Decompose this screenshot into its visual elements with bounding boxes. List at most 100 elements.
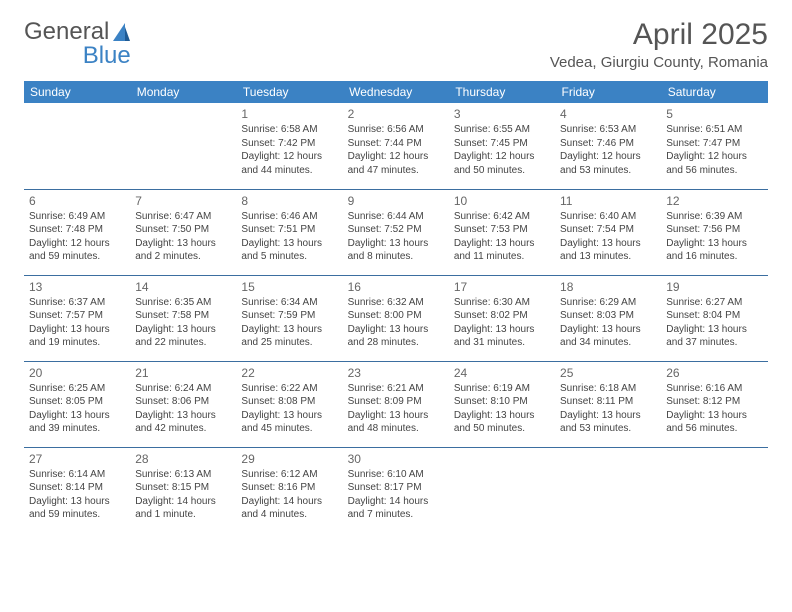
weekday-header: Friday xyxy=(555,81,661,103)
daylight-line: Daylight: 13 hours and 16 minutes. xyxy=(666,237,762,264)
sunrise-line: Sunrise: 6:34 AM xyxy=(241,296,337,310)
calendar-day-cell: 25Sunrise: 6:18 AMSunset: 8:11 PMDayligh… xyxy=(555,361,661,447)
daylight-line: Daylight: 13 hours and 28 minutes. xyxy=(348,323,444,350)
daylight-line: Daylight: 12 hours and 59 minutes. xyxy=(29,237,125,264)
day-number: 3 xyxy=(454,106,550,122)
calendar-day-cell: 14Sunrise: 6:35 AMSunset: 7:58 PMDayligh… xyxy=(130,275,236,361)
calendar-day-cell: 23Sunrise: 6:21 AMSunset: 8:09 PMDayligh… xyxy=(343,361,449,447)
day-number: 24 xyxy=(454,365,550,381)
day-number: 1 xyxy=(241,106,337,122)
sunrise-line: Sunrise: 6:25 AM xyxy=(29,382,125,396)
calendar-week-row: 6Sunrise: 6:49 AMSunset: 7:48 PMDaylight… xyxy=(24,189,768,275)
sunrise-line: Sunrise: 6:12 AM xyxy=(241,468,337,482)
calendar-day-cell: 18Sunrise: 6:29 AMSunset: 8:03 PMDayligh… xyxy=(555,275,661,361)
daylight-line: Daylight: 12 hours and 50 minutes. xyxy=(454,150,550,177)
calendar-day-cell: 12Sunrise: 6:39 AMSunset: 7:56 PMDayligh… xyxy=(661,189,767,275)
sunset-line: Sunset: 8:17 PM xyxy=(348,481,444,495)
day-number: 25 xyxy=(560,365,656,381)
calendar-day-cell xyxy=(24,103,130,189)
sunrise-line: Sunrise: 6:44 AM xyxy=(348,210,444,224)
daylight-line: Daylight: 13 hours and 59 minutes. xyxy=(29,495,125,522)
daylight-line: Daylight: 13 hours and 13 minutes. xyxy=(560,237,656,264)
weekday-header-row: Sunday Monday Tuesday Wednesday Thursday… xyxy=(24,81,768,103)
daylight-line: Daylight: 13 hours and 11 minutes. xyxy=(454,237,550,264)
daylight-line: Daylight: 12 hours and 56 minutes. xyxy=(666,150,762,177)
weekday-header: Thursday xyxy=(449,81,555,103)
sunset-line: Sunset: 7:52 PM xyxy=(348,223,444,237)
header: General April 2025 Vedea, Giurgiu County… xyxy=(24,18,768,71)
calendar-day-cell: 20Sunrise: 6:25 AMSunset: 8:05 PMDayligh… xyxy=(24,361,130,447)
day-number: 14 xyxy=(135,279,231,295)
day-number: 19 xyxy=(666,279,762,295)
daylight-line: Daylight: 13 hours and 25 minutes. xyxy=(241,323,337,350)
day-number: 23 xyxy=(348,365,444,381)
daylight-line: Daylight: 13 hours and 37 minutes. xyxy=(666,323,762,350)
day-number: 8 xyxy=(241,193,337,209)
day-number: 28 xyxy=(135,451,231,467)
sunset-line: Sunset: 7:56 PM xyxy=(666,223,762,237)
sunset-line: Sunset: 7:45 PM xyxy=(454,137,550,151)
day-number: 12 xyxy=(666,193,762,209)
daylight-line: Daylight: 14 hours and 4 minutes. xyxy=(241,495,337,522)
calendar-day-cell: 26Sunrise: 6:16 AMSunset: 8:12 PMDayligh… xyxy=(661,361,767,447)
calendar-day-cell: 13Sunrise: 6:37 AMSunset: 7:57 PMDayligh… xyxy=(24,275,130,361)
daylight-line: Daylight: 13 hours and 56 minutes. xyxy=(666,409,762,436)
calendar-day-cell: 28Sunrise: 6:13 AMSunset: 8:15 PMDayligh… xyxy=(130,447,236,533)
sunrise-line: Sunrise: 6:14 AM xyxy=(29,468,125,482)
sunrise-line: Sunrise: 6:53 AM xyxy=(560,123,656,137)
daylight-line: Daylight: 14 hours and 7 minutes. xyxy=(348,495,444,522)
sunset-line: Sunset: 7:58 PM xyxy=(135,309,231,323)
calendar-day-cell xyxy=(555,447,661,533)
sunset-line: Sunset: 7:46 PM xyxy=(560,137,656,151)
sunset-line: Sunset: 7:51 PM xyxy=(241,223,337,237)
title-block: April 2025 Vedea, Giurgiu County, Romani… xyxy=(550,18,768,71)
sunset-line: Sunset: 8:03 PM xyxy=(560,309,656,323)
sunrise-line: Sunrise: 6:40 AM xyxy=(560,210,656,224)
calendar-week-row: 13Sunrise: 6:37 AMSunset: 7:57 PMDayligh… xyxy=(24,275,768,361)
calendar-table: Sunday Monday Tuesday Wednesday Thursday… xyxy=(24,81,768,533)
sunrise-line: Sunrise: 6:19 AM xyxy=(454,382,550,396)
weekday-header: Tuesday xyxy=(236,81,342,103)
sunset-line: Sunset: 8:09 PM xyxy=(348,395,444,409)
sunrise-line: Sunrise: 6:22 AM xyxy=(241,382,337,396)
weekday-header: Sunday xyxy=(24,81,130,103)
sunrise-line: Sunrise: 6:13 AM xyxy=(135,468,231,482)
sunrise-line: Sunrise: 6:47 AM xyxy=(135,210,231,224)
day-number: 7 xyxy=(135,193,231,209)
sunset-line: Sunset: 7:47 PM xyxy=(666,137,762,151)
calendar-day-cell: 21Sunrise: 6:24 AMSunset: 8:06 PMDayligh… xyxy=(130,361,236,447)
calendar-day-cell: 30Sunrise: 6:10 AMSunset: 8:17 PMDayligh… xyxy=(343,447,449,533)
calendar-day-cell: 17Sunrise: 6:30 AMSunset: 8:02 PMDayligh… xyxy=(449,275,555,361)
day-number: 22 xyxy=(241,365,337,381)
sunrise-line: Sunrise: 6:27 AM xyxy=(666,296,762,310)
weekday-header: Monday xyxy=(130,81,236,103)
day-number: 5 xyxy=(666,106,762,122)
calendar-day-cell: 11Sunrise: 6:40 AMSunset: 7:54 PMDayligh… xyxy=(555,189,661,275)
sunset-line: Sunset: 7:57 PM xyxy=(29,309,125,323)
daylight-line: Daylight: 12 hours and 44 minutes. xyxy=(241,150,337,177)
calendar-day-cell xyxy=(449,447,555,533)
daylight-line: Daylight: 13 hours and 34 minutes. xyxy=(560,323,656,350)
calendar-body: 1Sunrise: 6:58 AMSunset: 7:42 PMDaylight… xyxy=(24,103,768,533)
daylight-line: Daylight: 13 hours and 19 minutes. xyxy=(29,323,125,350)
sunset-line: Sunset: 8:08 PM xyxy=(241,395,337,409)
daylight-line: Daylight: 12 hours and 53 minutes. xyxy=(560,150,656,177)
daylight-line: Daylight: 13 hours and 2 minutes. xyxy=(135,237,231,264)
weekday-header: Saturday xyxy=(661,81,767,103)
day-number: 30 xyxy=(348,451,444,467)
day-number: 6 xyxy=(29,193,125,209)
calendar-day-cell: 7Sunrise: 6:47 AMSunset: 7:50 PMDaylight… xyxy=(130,189,236,275)
calendar-week-row: 27Sunrise: 6:14 AMSunset: 8:14 PMDayligh… xyxy=(24,447,768,533)
calendar-week-row: 1Sunrise: 6:58 AMSunset: 7:42 PMDaylight… xyxy=(24,103,768,189)
calendar-day-cell: 16Sunrise: 6:32 AMSunset: 8:00 PMDayligh… xyxy=(343,275,449,361)
sunset-line: Sunset: 7:42 PM xyxy=(241,137,337,151)
logo-text-blue: Blue xyxy=(83,42,131,70)
daylight-line: Daylight: 14 hours and 1 minute. xyxy=(135,495,231,522)
daylight-line: Daylight: 13 hours and 45 minutes. xyxy=(241,409,337,436)
sunset-line: Sunset: 8:14 PM xyxy=(29,481,125,495)
calendar-day-cell: 3Sunrise: 6:55 AMSunset: 7:45 PMDaylight… xyxy=(449,103,555,189)
calendar-day-cell: 2Sunrise: 6:56 AMSunset: 7:44 PMDaylight… xyxy=(343,103,449,189)
location: Vedea, Giurgiu County, Romania xyxy=(550,54,768,71)
sunrise-line: Sunrise: 6:24 AM xyxy=(135,382,231,396)
sunset-line: Sunset: 7:53 PM xyxy=(454,223,550,237)
